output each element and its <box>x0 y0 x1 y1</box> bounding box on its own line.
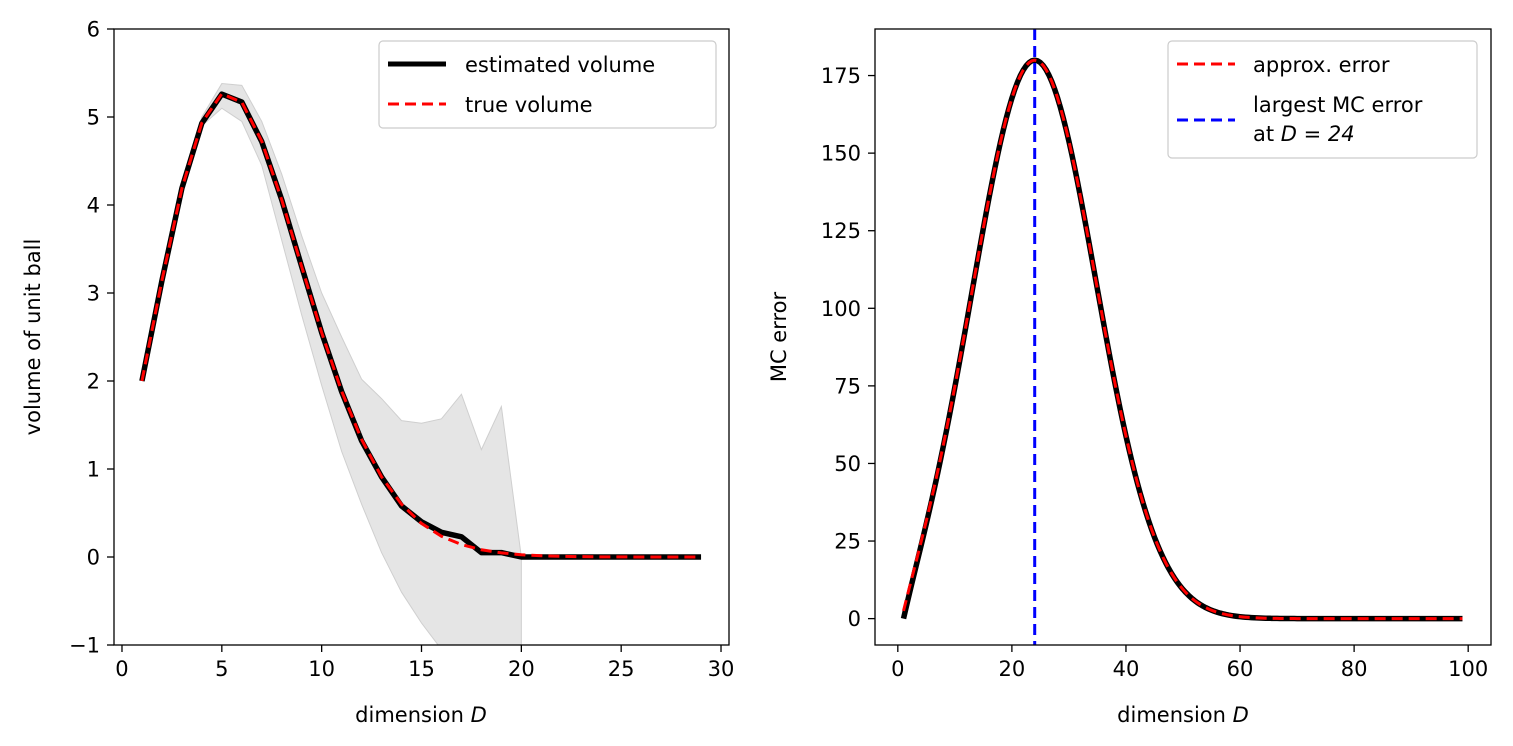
right-y-tick-label: 100 <box>821 297 861 321</box>
right-chart: 0 20 40 60 80 100 0 25 50 75 100 125 150 175 dimensi… <box>767 28 1492 727</box>
right-series-lines <box>900 29 1463 645</box>
series-line-true-volume <box>140 91 702 559</box>
left-y-tick-label: 5 <box>87 106 100 130</box>
left-x-tick-label: 0 <box>115 657 128 681</box>
left-y-axis-label: volume of unit ball <box>21 239 45 436</box>
right-y-axis-label: MC error <box>767 291 791 382</box>
right-y-tick-label: 25 <box>834 530 861 554</box>
left-y-tick-label: 3 <box>87 282 100 306</box>
right-legend-box <box>1167 40 1478 159</box>
left-y-tick-label: 1 <box>87 458 100 482</box>
right-y-tick-label: 125 <box>821 219 861 243</box>
legend-label-largest-mc-error-at: at D = 24 <box>1253 122 1355 146</box>
left-y-tick-label: 2 <box>87 370 100 394</box>
right-legend: approx. error largest MC error at D = 24 <box>1167 40 1478 159</box>
right-x-tick-label: 20 <box>999 657 1026 681</box>
left-y-tick-label: 0 <box>87 546 100 570</box>
right-x-tick-label: 60 <box>1227 657 1254 681</box>
right-x-tick-label: 100 <box>1448 657 1488 681</box>
right-x-tick-label: 0 <box>891 657 904 681</box>
left-legend-box <box>378 40 717 129</box>
right-x-tick-label: 80 <box>1341 657 1368 681</box>
left-x-tick-label: 10 <box>308 657 335 681</box>
left-series-lines <box>139 91 702 560</box>
left-x-tick-label: 15 <box>408 657 435 681</box>
left-legend: estimated volume true volume <box>378 40 717 129</box>
right-x-axis-label: dimension D <box>1117 703 1249 727</box>
left-x-tick-label: 20 <box>508 657 535 681</box>
right-x-tick-label: 40 <box>1113 657 1140 681</box>
series-line-approx-error <box>902 58 1463 621</box>
left-x-tick-label: 30 <box>708 657 735 681</box>
right-axes-frame <box>874 28 1492 646</box>
legend-label-estimated-volume: estimated volume <box>465 53 655 77</box>
left-y-ticks: −1 0 1 2 3 4 5 6 <box>69 18 114 658</box>
right-x-ticks: 0 20 40 60 80 100 <box>891 645 1488 681</box>
left-y-tick-label: 4 <box>87 194 100 218</box>
left-y-tick-label: −1 <box>69 634 100 658</box>
legend-label-largest-mc-error: largest MC error <box>1253 93 1423 117</box>
left-x-tick-label: 5 <box>215 657 228 681</box>
left-chart: 0 5 10 15 20 25 30 −1 0 1 2 3 4 5 6 dimension D volum… <box>21 18 734 728</box>
right-y-tick-label: 175 <box>821 64 861 88</box>
legend-label-approx-error: approx. error <box>1253 53 1390 77</box>
left-x-ticks: 0 5 10 15 20 25 30 <box>115 645 734 681</box>
left-x-axis-label: dimension D <box>355 703 487 727</box>
legend-label-true-volume: true volume <box>465 93 593 117</box>
left-y-tick-label: 6 <box>87 18 100 42</box>
right-y-tick-label: 150 <box>821 142 861 166</box>
right-y-tick-label: 0 <box>848 607 861 631</box>
right-y-tick-label: 50 <box>834 452 861 476</box>
left-x-tick-label: 25 <box>608 657 635 681</box>
right-y-ticks: 0 25 50 75 100 125 150 175 <box>821 64 875 631</box>
right-y-tick-label: 75 <box>834 374 861 398</box>
